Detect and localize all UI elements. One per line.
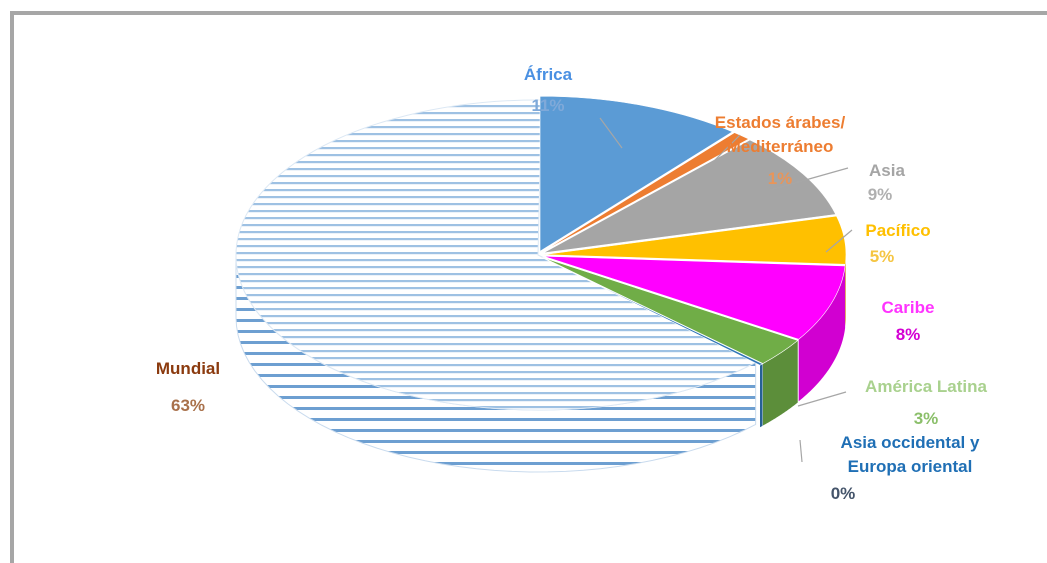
frame-border-left: [10, 11, 14, 563]
leader-line-1: [707, 134, 741, 168]
slice-pct-3: 5%: [870, 247, 895, 266]
slice-pct-2: 9%: [868, 185, 893, 204]
slice-label-2: Asia: [869, 161, 905, 180]
slice-label-5: América Latina: [865, 377, 987, 396]
pie-slice-1: [541, 132, 750, 253]
slice-label-6: Asia occidental y Europa oriental: [841, 433, 980, 476]
pie-slice-0: [539, 95, 734, 252]
leader-lines: [599, 117, 853, 463]
pie-side-3: [845, 254, 846, 327]
pie-slice-3: [543, 215, 847, 265]
frame-border-top: [10, 11, 1047, 15]
pie-slice-5: [542, 257, 799, 364]
slice-label-1: Estados árabes/Mediterráneo: [715, 113, 846, 156]
slice-label-4: Caribe: [882, 298, 935, 317]
pie-slice-4: [543, 255, 846, 340]
slice-label-3: Pacífico: [865, 221, 930, 240]
leader-line-3: [825, 229, 853, 253]
leader-line-2: [769, 167, 849, 191]
slice-pct-5: 3%: [914, 409, 939, 428]
pie-side-6: [760, 363, 763, 428]
slice-pct-1: 1%: [768, 169, 793, 188]
pie-slices: [235, 95, 847, 411]
leader-line-5: [797, 391, 847, 407]
slice-label-7: Mundial: [156, 359, 220, 378]
pie-side-4: [798, 265, 846, 402]
slice-pct-6: 0%: [831, 484, 856, 503]
leader-line-0: [599, 117, 623, 149]
pie-side-5: [762, 340, 798, 426]
slice-pct-7: 63%: [171, 396, 205, 415]
slice-label-0: África: [524, 65, 573, 84]
slice-pct-4: 8%: [896, 325, 921, 344]
pie-slice-2: [543, 139, 837, 254]
leader-line-6: [799, 439, 803, 463]
slice-labels: África 11% Estados árabes/Mediterráneo 1% As…: [156, 65, 988, 503]
pie-slice-7: [235, 99, 757, 411]
pie-slice-6: [542, 257, 764, 366]
slice-pct-0: 11%: [531, 96, 564, 115]
pie-sides: [235, 254, 846, 473]
